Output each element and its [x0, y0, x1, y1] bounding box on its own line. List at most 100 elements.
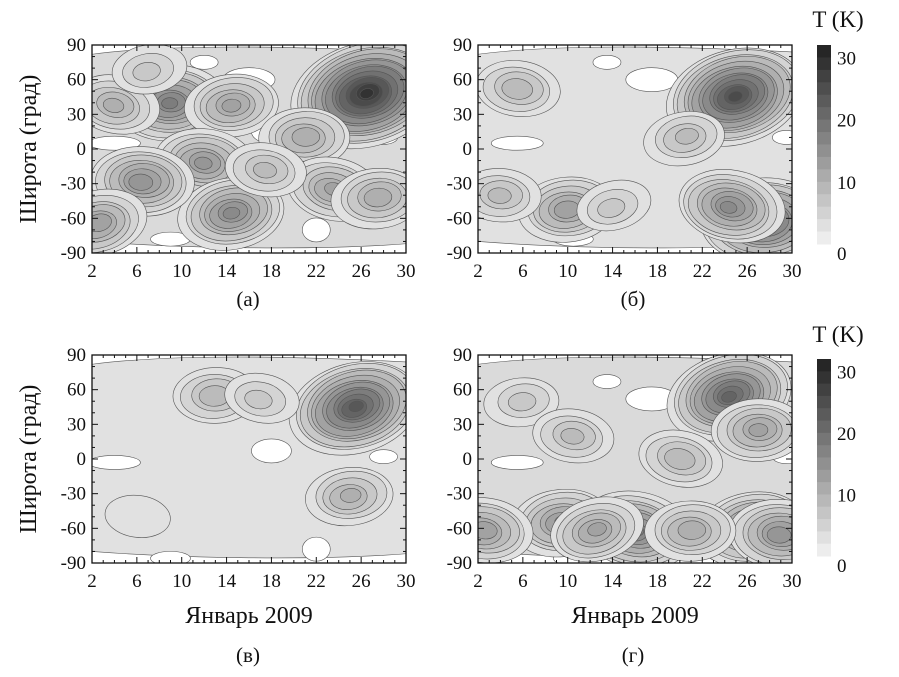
contour-level-2	[104, 494, 171, 538]
y-tick-label: 90	[67, 35, 86, 56]
contour-gap	[251, 438, 292, 464]
contour-blob	[478, 60, 561, 117]
x-axis-label: Январь 2009	[185, 603, 312, 629]
contour-level-14	[766, 526, 792, 544]
colorbar-swatch	[817, 445, 831, 458]
colorbar-swatch	[817, 144, 831, 158]
contour-level-6	[507, 392, 537, 412]
contour-level-6	[244, 389, 273, 410]
x-tick-label: 18	[262, 261, 281, 282]
y-tick-label: 60	[67, 380, 86, 401]
contour-level-30	[359, 88, 374, 99]
contour-blob	[728, 499, 792, 563]
x-tick-label: 18	[262, 571, 281, 592]
contour-gap	[772, 130, 792, 145]
contour-level-8	[501, 78, 533, 100]
colorbar-tick-label: 20	[837, 424, 856, 445]
y-tick-label: -60	[447, 208, 472, 229]
contour-gap	[592, 374, 622, 389]
colorbar-swatch	[817, 45, 831, 58]
x-tick-label: 10	[172, 571, 191, 592]
panel-label: (в)	[236, 643, 260, 667]
panel-label: (а)	[236, 287, 259, 311]
contour-level-8	[253, 161, 277, 179]
x-tick-label: 18	[648, 571, 667, 592]
contour-blob	[678, 169, 786, 244]
contour-level-22	[721, 391, 737, 403]
y-tick-label: 60	[67, 70, 86, 91]
contour-blob	[224, 142, 307, 198]
colorbar-swatch	[817, 206, 831, 220]
x-tick-label: 6	[518, 571, 528, 592]
x-tick-label: 10	[558, 571, 577, 592]
x-axis-label: Январь 2009	[571, 603, 698, 629]
colorbar-tick-label: 30	[837, 48, 856, 69]
colorbar-swatch	[817, 107, 831, 121]
y-tick-label: -90	[447, 553, 472, 574]
colorbar-swatch	[817, 132, 831, 145]
y-tick-label: 90	[453, 35, 472, 56]
contour-level-14	[128, 173, 154, 191]
x-tick-label: 26	[352, 571, 371, 592]
contour-level-14	[194, 156, 213, 170]
x-tick-label: 14	[217, 571, 237, 592]
x-tick-label: 6	[132, 571, 142, 592]
colorbar-swatch	[817, 371, 831, 385]
y-tick-label: 0	[463, 449, 473, 470]
contour-blob	[104, 494, 171, 538]
x-tick-label: 14	[603, 571, 623, 592]
contour-blob	[478, 168, 542, 223]
y-tick-label: 0	[463, 139, 473, 160]
y-axis-label: Широта (град)	[16, 385, 42, 534]
contour-gap	[301, 217, 331, 243]
contour-blob	[224, 372, 300, 424]
x-tick-label: 10	[172, 261, 191, 282]
contour-level-24	[348, 400, 364, 412]
colorbar-swatch	[817, 494, 831, 508]
contour-level-10	[677, 520, 707, 540]
y-tick-label: -60	[61, 208, 86, 229]
contour-level-6	[597, 198, 626, 218]
colorbar-swatch	[817, 482, 831, 495]
colorbar-swatch	[817, 457, 831, 471]
colorbar-tick-label: 30	[837, 362, 856, 383]
colorbar-swatch	[817, 57, 831, 71]
x-tick-label: 26	[352, 261, 371, 282]
contour-level-8	[487, 187, 512, 204]
y-tick-label: -90	[447, 243, 472, 264]
contour-level-10	[340, 488, 362, 503]
contour-level-6	[132, 62, 161, 82]
contour-gap	[92, 455, 141, 470]
contour-blob	[644, 500, 737, 562]
contour-field	[478, 355, 792, 563]
contour-level-10	[102, 97, 125, 113]
x-tick-label: 14	[217, 261, 237, 282]
colorbar-tick-label: 10	[837, 173, 856, 194]
colorbar-tick-label: 0	[837, 556, 847, 577]
contour-blob	[638, 429, 723, 488]
x-tick-label: 22	[307, 261, 326, 282]
contour-gap	[490, 135, 544, 151]
colorbar-swatch	[817, 94, 831, 108]
colorbar-swatch	[817, 119, 831, 133]
contour-level-10	[363, 187, 393, 208]
contour-gap	[625, 67, 679, 92]
contour-blob	[184, 73, 279, 138]
y-tick-label: -30	[447, 174, 472, 195]
colorbar-swatch	[817, 219, 831, 233]
x-tick-label: 22	[693, 261, 712, 282]
colorbar-swatch	[817, 69, 831, 83]
x-tick-label: 30	[397, 261, 416, 282]
y-axis-label: Широта (град)	[16, 75, 42, 224]
colorbar-swatch	[817, 359, 831, 372]
colorbar-swatch	[817, 82, 831, 96]
contour-level-12	[587, 522, 607, 537]
contour-level-16	[719, 201, 738, 214]
x-tick-label: 6	[132, 261, 142, 282]
contour-level-26	[727, 91, 743, 103]
y-tick-label: 30	[67, 104, 86, 125]
